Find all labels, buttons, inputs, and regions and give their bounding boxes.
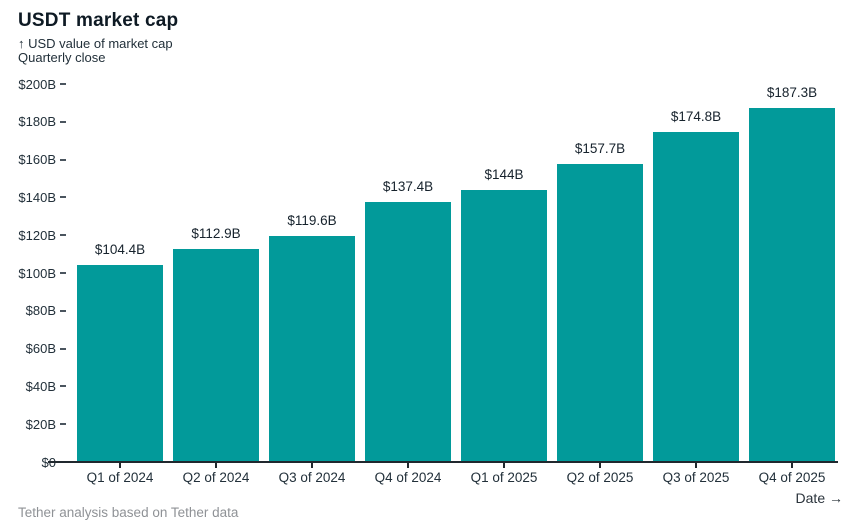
bar-q4-of-2025 — [749, 108, 835, 462]
y-tick: $160B — [0, 152, 66, 168]
x-tick-mark — [503, 463, 505, 468]
y-tick-mark — [60, 234, 66, 237]
bar-q1-of-2025 — [461, 190, 547, 462]
y-tick: $140B — [0, 189, 66, 205]
x-tick-label: Q2 of 2025 — [566, 470, 634, 485]
y-tick: $20B — [0, 416, 66, 432]
bar-value-label: $119.6B — [287, 213, 337, 228]
bar-q2-of-2025 — [557, 164, 643, 462]
x-tick-label: Q3 of 2024 — [278, 470, 346, 485]
bar-q1-of-2024 — [77, 265, 163, 462]
y-tick-mark — [60, 272, 66, 274]
bar-value-label: $112.9B — [191, 226, 241, 241]
source-note: Tether analysis based on Tether data — [18, 505, 239, 520]
bar-value-label: $137.4B — [382, 179, 434, 194]
y-tick-mark — [60, 385, 66, 388]
y-tick: $180B — [0, 114, 66, 130]
bar-q3-of-2024 — [269, 236, 355, 462]
bar-value-label: $157.7B — [574, 141, 626, 156]
bar-value-label: $144B — [484, 167, 524, 182]
y-tick-mark — [60, 309, 66, 312]
y-tick: $40B — [0, 378, 66, 394]
bar-q2-of-2024 — [173, 249, 259, 462]
y-tick-label: $200B — [18, 76, 56, 92]
x-tick-label: Q1 of 2024 — [86, 470, 154, 485]
bar-value-label: $174.8B — [670, 109, 722, 124]
x-tick-mark — [215, 463, 217, 468]
y-tick-label: $20B — [25, 416, 56, 432]
y-tick-mark — [60, 347, 66, 350]
x-tick-mark — [311, 463, 313, 468]
x-tick-label: Q4 of 2025 — [758, 470, 826, 485]
y-tick: $200B — [0, 76, 66, 92]
y-tick-label: $100B — [18, 265, 56, 281]
bar-q4-of-2024 — [365, 202, 451, 462]
y-tick-mark — [60, 423, 66, 426]
y-tick-label: $180B — [18, 114, 56, 130]
x-tick-mark — [599, 463, 601, 468]
y-tick: $80B — [0, 303, 66, 319]
y-tick: $120B — [0, 227, 66, 243]
x-tick-mark — [119, 463, 121, 468]
y-tick-label: $80B — [25, 303, 56, 319]
x-tick-label: Q4 of 2024 — [374, 470, 442, 485]
bar-value-label: $187.3B — [766, 85, 818, 100]
bar-value-label: $104.4B — [94, 242, 146, 257]
y-tick-mark — [60, 83, 66, 85]
y-tick-label: $140B — [18, 189, 56, 205]
x-tick-label: Q2 of 2024 — [182, 470, 250, 485]
x-tick-mark — [791, 463, 793, 468]
y-tick: $100B — [0, 265, 66, 281]
y-tick-label: $120B — [18, 227, 56, 243]
x-tick-mark — [407, 463, 409, 468]
y-tick-label: $40B — [25, 378, 56, 394]
y-tick: $60B — [0, 341, 66, 357]
x-tick-mark — [695, 463, 697, 468]
x-axis-title: Date → — [795, 490, 843, 506]
y-tick-label: $60B — [25, 341, 56, 357]
x-axis-line — [48, 461, 838, 463]
y-tick-mark — [60, 158, 66, 161]
y-tick-label: $160B — [18, 152, 56, 168]
bar-q3-of-2025 — [653, 132, 739, 462]
x-tick-label: Q1 of 2025 — [470, 470, 538, 485]
chart-title: USDT market cap — [18, 10, 179, 31]
x-tick-label: Q3 of 2025 — [662, 470, 730, 485]
y-tick-mark — [60, 196, 66, 199]
chart-subtitle: ↑ USD value of market cap Quarterly clos… — [18, 36, 173, 65]
y-tick-mark — [60, 120, 66, 123]
